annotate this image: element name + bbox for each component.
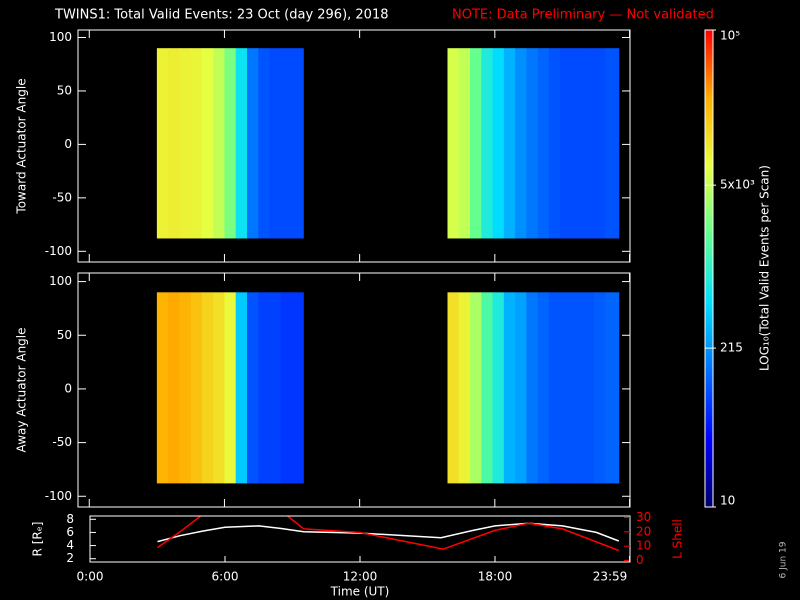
y2-tick-label: 30 [636,510,651,524]
heatmap-cell [292,48,304,239]
y-tick-label: 100 [49,30,72,44]
heatmap-cell [280,48,293,239]
y-tick-label: -50 [52,190,72,204]
y-axis-label: R [Rₑ] [31,522,45,557]
y-tick-label: -100 [45,489,72,503]
heatmap-cell [224,292,237,484]
colorbar-label: LOG₁₀(Total Valid Events per Scan) [758,165,772,371]
y2-tick-label: 0 [636,553,644,567]
y2-tick-label: 10 [636,539,651,553]
heatmap-cell [537,48,550,239]
heatmap-cell [492,292,505,484]
heatmap-cell [571,292,584,484]
date-annotation: 6 Jun 19 [779,541,789,578]
y-tick-label: 100 [49,274,72,288]
colorbar [704,29,714,508]
heatmap-cell [269,48,282,239]
heatmap-cell [213,292,225,484]
y2-tick-label: 20 [636,524,651,538]
heatmap-cell [168,292,180,484]
y-tick-label: 0 [64,381,72,395]
y2-axis-label: L Shell [671,519,685,559]
heatmap-cell [447,292,460,484]
heatmap-cell [280,292,293,484]
heatmap-cell [235,292,248,484]
heatmap-cell [190,48,203,239]
x-tick-label: 0:00 [77,570,104,584]
heatmap-cell [560,292,572,484]
plot-frame [77,29,631,263]
heatmap-cell [190,292,203,484]
heatmap-cell [526,292,539,484]
heatmap-cell [458,48,471,239]
heatmap-cell [156,48,169,239]
heatmap-cell [537,292,550,484]
y-tick-label: 8 [66,512,74,526]
heatmap-cell [156,292,169,484]
heatmap-cell [179,48,192,239]
colorbar-tick-label: 10 [720,494,735,508]
heatmap-cell [503,48,516,239]
heatmap-cell [258,292,271,484]
heatmap-cell [582,292,595,484]
heatmap-cell [201,292,214,484]
heatmap-cell [269,292,282,484]
heatmap-cell [246,292,259,484]
y-tick-label: -100 [45,244,72,258]
line-group [157,516,620,552]
heatmap-cell [593,48,606,239]
heatmap-cell [492,48,505,239]
y-axis-label: Away Actuator Angle [15,327,29,452]
chart-note: NOTE: Data Preliminary — Not validated [452,8,714,23]
y-tick-label: 0 [64,137,72,151]
data-line [157,516,620,552]
heatmap-cell [201,48,214,239]
heatmap-cell [481,292,494,484]
heatmap-cell [213,48,225,239]
x-tick-label: 6:00 [212,570,239,584]
heatmap-cell [560,48,572,239]
heatmap-cell [526,48,539,239]
heatmap-cell [179,292,192,484]
y-axis-label: Toward Actuator Angle [15,78,29,214]
heatmap-cell [548,292,561,484]
heatmap-cell [258,48,271,239]
y-tick-label: 50 [57,83,72,97]
heatmap-cell [548,48,561,239]
heatmap-cell [571,48,584,239]
heatmap-cell [224,48,237,239]
heatmap-cell [458,292,471,484]
heatmap-cell [470,48,482,239]
x-tick-label: 23:59 [593,570,628,584]
heatmap-cell [292,292,304,484]
y-tick-label: 2 [66,551,74,565]
y-tick-label: -50 [52,435,72,449]
y-tick-label: 4 [66,538,74,552]
heatmap-cell [235,48,248,239]
heatmap-cell [246,48,259,239]
heatmap-cell [481,48,494,239]
x-tick-label: 12:00 [343,570,378,584]
heatmap-cell [470,292,482,484]
colorbar-tick-label: 10⁵ [720,29,740,43]
colorbar-tick-label: 5x10³ [720,178,755,192]
heatmap-cell [515,48,527,239]
heatmap-cell [605,292,620,484]
heatmap-cell [593,292,606,484]
plot-frame [77,272,631,508]
x-axis-label: Time (UT) [330,585,390,599]
chart-title: TWINS1: Total Valid Events: 23 Oct (day … [54,8,389,23]
heatmap-cell [515,292,527,484]
y-tick-label: 50 [57,328,72,342]
heatmap-cell [582,48,595,239]
x-tick-label: 18:00 [478,570,513,584]
heatmap-cell [447,48,460,239]
colorbar-tick-label: 215 [720,341,743,355]
y-tick-label: 6 [66,525,74,539]
heatmap-cell [605,48,620,239]
heatmap-cell [168,48,180,239]
heatmap-cell [503,292,516,484]
